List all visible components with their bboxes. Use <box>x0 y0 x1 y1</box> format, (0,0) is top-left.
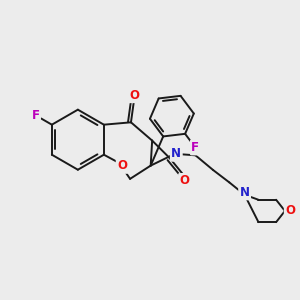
Text: F: F <box>191 141 199 154</box>
Text: O: O <box>285 204 295 218</box>
Text: O: O <box>179 174 190 188</box>
Text: N: N <box>240 186 250 199</box>
Text: N: N <box>171 147 181 160</box>
Text: O: O <box>117 159 127 172</box>
Text: O: O <box>129 89 139 102</box>
Text: F: F <box>32 109 40 122</box>
